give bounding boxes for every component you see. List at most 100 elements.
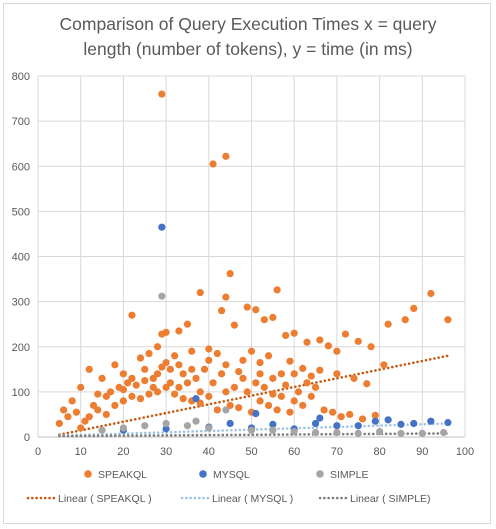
- point-speakql: [179, 370, 187, 378]
- point-speakql: [444, 316, 452, 324]
- point-mysql: [252, 409, 260, 418]
- point-speakql: [264, 401, 273, 410]
- legend-trend-label: Linear ( SIMPLE): [350, 493, 431, 505]
- point-speakql: [68, 397, 76, 405]
- trendline: [58, 354, 450, 437]
- point-speakql: [282, 381, 290, 389]
- legend-trend-label: Linear ( SPEAKQL ): [58, 493, 152, 505]
- point-simple: [376, 427, 384, 436]
- point-speakql: [196, 388, 204, 396]
- point-speakql: [303, 379, 311, 387]
- point-speakql: [106, 388, 115, 396]
- point-speakql: [235, 404, 243, 412]
- point-speakql: [153, 388, 162, 396]
- point-speakql: [166, 365, 174, 373]
- series-mysql: [119, 223, 452, 434]
- point-speakql: [196, 399, 204, 407]
- point-mysql: [371, 417, 379, 425]
- point-speakql: [324, 342, 332, 350]
- point-speakql: [282, 331, 290, 340]
- point-simple: [119, 424, 127, 432]
- y-tick-label: 800: [12, 71, 30, 83]
- point-speakql: [171, 352, 179, 360]
- y-tick-label: 200: [12, 342, 30, 354]
- point-speakql: [128, 392, 136, 400]
- point-speakql: [226, 401, 234, 410]
- point-speakql: [175, 383, 183, 391]
- point-speakql: [307, 392, 315, 400]
- point-speakql: [128, 311, 136, 319]
- point-simple: [333, 428, 341, 437]
- point-speakql: [55, 419, 63, 428]
- point-simple: [354, 429, 362, 437]
- point-speakql: [277, 370, 285, 378]
- point-speakql: [354, 337, 362, 345]
- chart-title-line-2: length (number of tokens), y = time (in …: [83, 39, 413, 59]
- point-speakql: [205, 356, 213, 364]
- point-speakql: [222, 293, 230, 301]
- point-speakql: [230, 321, 239, 329]
- point-speakql: [149, 383, 157, 391]
- point-speakql: [77, 424, 85, 432]
- point-speakql: [128, 374, 136, 382]
- point-speakql: [252, 379, 260, 387]
- point-speakql: [341, 330, 350, 338]
- point-speakql: [153, 343, 162, 351]
- point-speakql: [162, 358, 170, 367]
- point-speakql: [145, 390, 153, 398]
- point-speakql: [235, 367, 243, 376]
- point-speakql: [196, 289, 204, 297]
- point-speakql: [239, 374, 247, 382]
- point-simple: [205, 424, 213, 432]
- point-speakql: [256, 397, 264, 405]
- data-points: [55, 90, 452, 437]
- point-speakql: [401, 316, 409, 324]
- point-speakql: [226, 270, 234, 278]
- point-speakql: [367, 343, 375, 351]
- point-speakql: [149, 374, 157, 382]
- x-tick-label: 0: [35, 446, 41, 458]
- x-tick-label: 30: [160, 446, 172, 458]
- point-speakql: [299, 364, 307, 373]
- x-tick-label: 80: [373, 446, 385, 458]
- y-tick-label: 700: [12, 116, 30, 128]
- point-speakql: [363, 380, 371, 388]
- y-tick-label: 100: [12, 387, 30, 399]
- y-tick-label: 300: [12, 297, 30, 309]
- point-speakql: [294, 388, 303, 396]
- point-speakql: [243, 303, 251, 311]
- point-speakql: [290, 329, 298, 337]
- point-speakql: [307, 372, 315, 380]
- point-speakql: [273, 286, 281, 294]
- point-speakql: [141, 376, 149, 385]
- point-simple: [162, 419, 170, 428]
- x-tick-label: 90: [416, 446, 428, 458]
- point-simple: [397, 429, 405, 437]
- chart-title: Comparison of Query Execution Times x = …: [0, 12, 496, 62]
- point-speakql: [81, 417, 89, 425]
- point-mysql: [444, 418, 452, 427]
- point-speakql: [243, 388, 251, 396]
- point-speakql: [286, 357, 294, 365]
- point-speakql: [286, 408, 294, 416]
- point-simple: [269, 426, 277, 434]
- point-speakql: [269, 374, 277, 382]
- point-speakql: [222, 361, 230, 369]
- point-speakql: [384, 320, 392, 328]
- point-speakql: [205, 345, 213, 353]
- point-speakql: [119, 397, 127, 405]
- point-mysql: [384, 416, 392, 424]
- point-speakql: [247, 347, 256, 355]
- point-speakql: [119, 386, 127, 394]
- point-simple: [247, 426, 256, 434]
- point-speakql: [329, 408, 337, 416]
- chart-title-line-1: Comparison of Query Execution Times x = …: [59, 14, 437, 34]
- point-speakql: [299, 401, 307, 410]
- x-tick-label: 10: [75, 446, 87, 458]
- point-speakql: [209, 379, 217, 387]
- point-speakql: [102, 392, 110, 400]
- point-speakql: [209, 160, 217, 168]
- point-speakql: [218, 370, 226, 378]
- point-mysql: [269, 420, 277, 428]
